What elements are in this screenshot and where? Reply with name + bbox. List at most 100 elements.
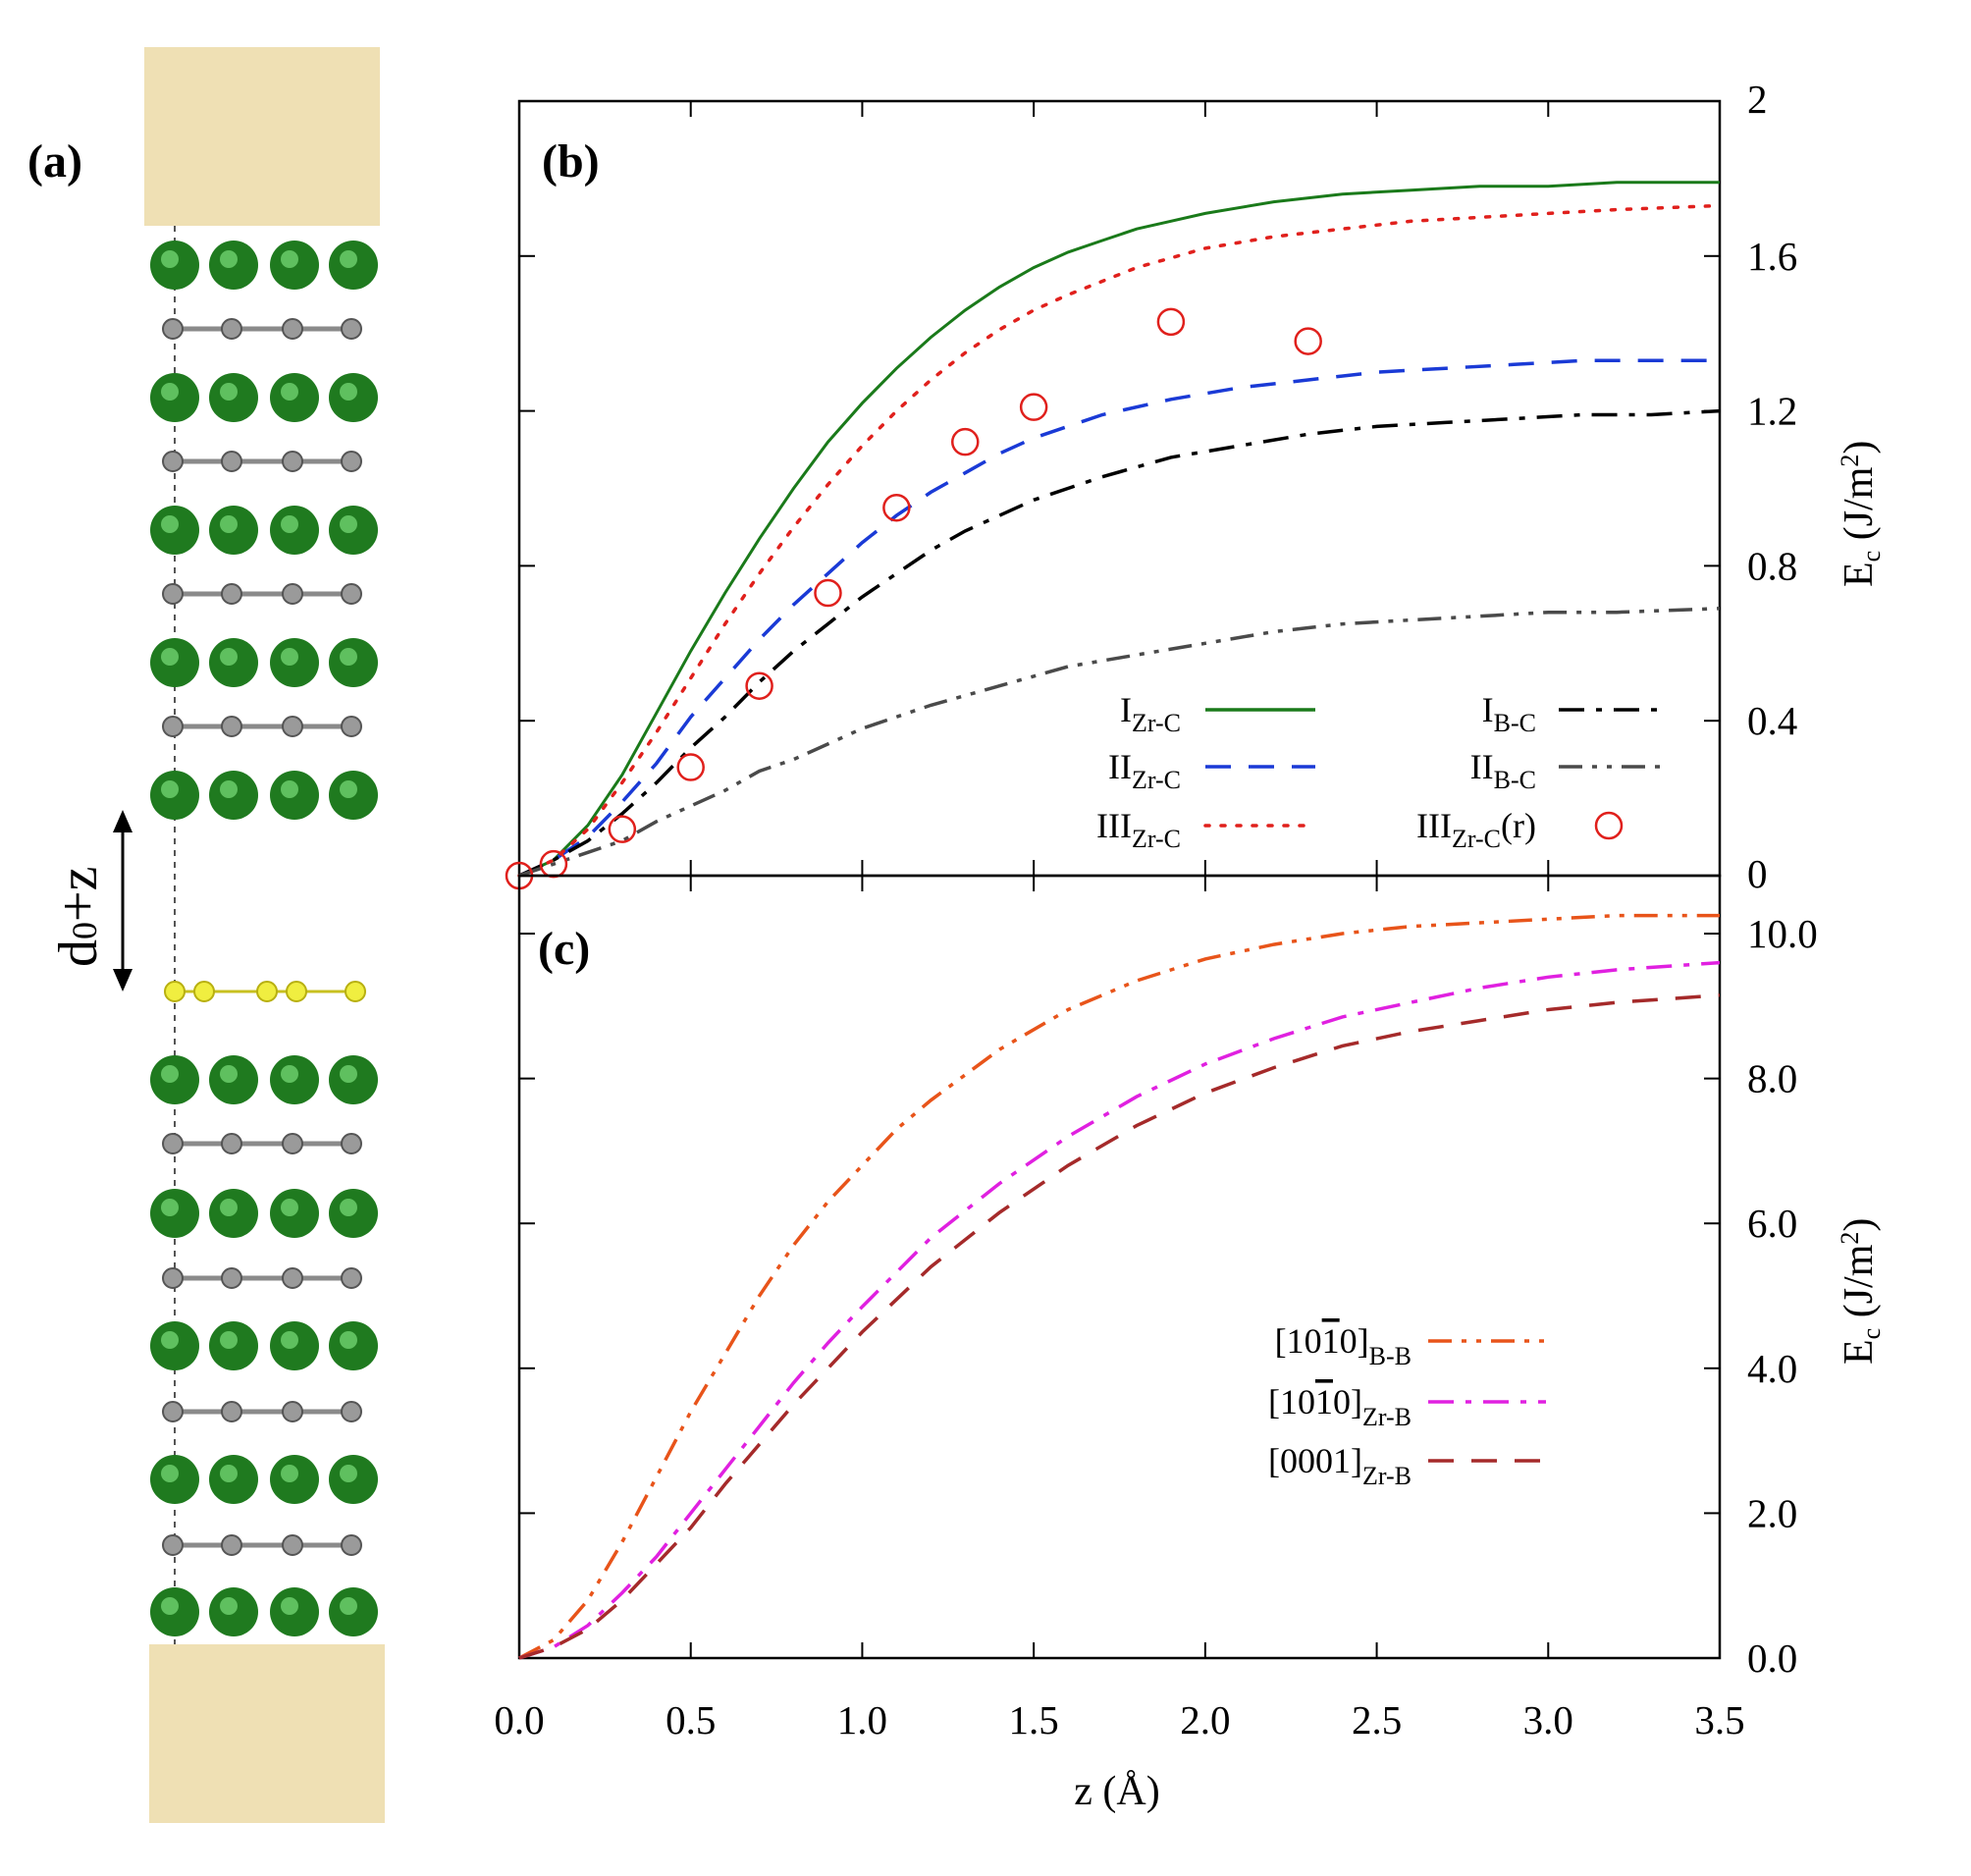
series-line [518, 358, 1720, 878]
series-line [518, 607, 1721, 878]
carbon-atom [221, 318, 242, 340]
y-tick-label: 0.4 [1747, 698, 1797, 743]
series-line [518, 408, 1721, 878]
carbon-atom [162, 1133, 184, 1154]
y-tick-label: 4.0 [1747, 1346, 1797, 1391]
panel-b-legend: IZr-C IIZr-C IIIZr-C IB-C IIB-C IIIZr-C(r) [1096, 690, 1669, 853]
data-point-marker [951, 427, 980, 456]
legend-label: [1010]Zr-B [1268, 1382, 1412, 1431]
zr-atom-highlight [220, 1199, 238, 1216]
legend-label: IIZr-C [1108, 747, 1181, 794]
series-line [518, 913, 1720, 1660]
carbon-atom [282, 1133, 303, 1154]
carbon-atom [162, 1534, 184, 1556]
x-tick-label: 0.0 [494, 1697, 544, 1742]
zr-atom-highlight [220, 1465, 238, 1482]
carbon-atom [162, 583, 184, 605]
carbon-atom [341, 1267, 362, 1289]
panel-b-ticks: 0 0.4 0.8 1.2 1.6 2 [518, 77, 1797, 896]
x-axis-title: z (Å) [1074, 1769, 1159, 1814]
carbon-atom [341, 1133, 362, 1154]
data-point-marker [882, 493, 911, 522]
carbon-atom [221, 583, 242, 605]
zr-atom-highlight [340, 1597, 357, 1615]
x-tick-label: 3.0 [1523, 1697, 1573, 1742]
zr-atom-highlight [220, 780, 238, 798]
panel-c-label: (c) [538, 923, 590, 975]
legend-label: IIIZr-C [1096, 806, 1181, 853]
x-tick-label: 0.5 [666, 1697, 716, 1742]
zr-atom-highlight [281, 515, 298, 533]
zr-atom-highlight [220, 515, 238, 533]
zr-atom-highlight [220, 383, 238, 401]
panel-c-y-axis-title: Ec (J/m2) [1836, 1218, 1886, 1365]
zr-atom-highlight [340, 1199, 357, 1216]
zr-atom-highlight [281, 383, 298, 401]
y-tick-label: 6.0 [1747, 1201, 1797, 1246]
zr-atom-highlight [340, 1331, 357, 1349]
boron-atom [286, 981, 307, 1002]
boron-atom [345, 981, 366, 1002]
y-tick-label: 2.0 [1747, 1490, 1797, 1535]
carbon-atom [341, 451, 362, 472]
carbon-atom [341, 318, 362, 340]
boron-atom [193, 981, 215, 1002]
legend-label: [1010]B-B [1275, 1321, 1412, 1370]
panel-c-plot-frame [517, 874, 1722, 1660]
data-point-marker [1019, 393, 1048, 421]
carbon-atom [341, 583, 362, 605]
bottom-slab-block [149, 1644, 385, 1823]
carbon-atom [221, 451, 242, 472]
zr-atom-highlight [281, 1331, 298, 1349]
zr-atom-highlight [161, 383, 179, 401]
data-point-marker [1294, 327, 1322, 355]
zr-atom-highlight [340, 780, 357, 798]
legend-swatch [1594, 811, 1624, 840]
carbon-atom [282, 1267, 303, 1289]
boron-atom [256, 981, 278, 1002]
carbon-atom [221, 1267, 242, 1289]
zr-atom-highlight [161, 1465, 179, 1482]
panel-c-x-tick-labels: 0.0 0.5 1.0 1.5 2.0 2.5 3.0 3.5 [494, 1697, 1744, 1742]
distance-arrow [113, 810, 133, 992]
zr-atom-highlight [161, 648, 179, 666]
zr-atom-highlight [161, 1597, 179, 1615]
zr-atom-highlight [220, 250, 238, 268]
zr-atom-highlight [281, 1597, 298, 1615]
panel-b-chart: 0 0.4 0.8 1.2 1.6 2 (b) Ec (J/m2) IZr-C IIZr-C… [505, 77, 1886, 896]
zr-atom-highlight [340, 1465, 357, 1482]
series-line [518, 960, 1721, 1660]
carbon-atom [282, 716, 303, 737]
legend-label: IZr-C [1120, 690, 1181, 737]
zr-atom-highlight [281, 1065, 298, 1083]
top-slab-block [144, 47, 380, 226]
zr-atom-highlight [340, 250, 357, 268]
x-tick-label: 1.0 [837, 1697, 887, 1742]
atom-layers [150, 226, 378, 1644]
y-tick-label: 8.0 [1747, 1056, 1797, 1101]
x-tick-label: 3.5 [1694, 1697, 1744, 1742]
legend-label: IIB-C [1470, 747, 1536, 794]
zr-atom-highlight [281, 648, 298, 666]
zr-atom-highlight [161, 1065, 179, 1083]
carbon-atom [162, 716, 184, 737]
carbon-atom [162, 1267, 184, 1289]
carbon-atom [221, 716, 242, 737]
zr-atom-highlight [340, 383, 357, 401]
carbon-atom [282, 583, 303, 605]
y-tick-label: 2 [1747, 77, 1768, 122]
carbon-atom [162, 318, 184, 340]
distance-label: d0+z [48, 867, 109, 967]
carbon-atom [282, 451, 303, 472]
zr-atom-highlight [220, 1065, 238, 1083]
series-line [518, 181, 1720, 878]
y-tick-label: 1.6 [1747, 234, 1797, 279]
carbon-atom [221, 1534, 242, 1556]
zr-atom-highlight [161, 515, 179, 533]
carbon-atom [282, 1534, 303, 1556]
y-tick-label: 0 [1747, 851, 1768, 896]
data-point-marker [676, 753, 705, 781]
x-tick-label: 2.0 [1180, 1697, 1230, 1742]
zr-atom-highlight [161, 1199, 179, 1216]
